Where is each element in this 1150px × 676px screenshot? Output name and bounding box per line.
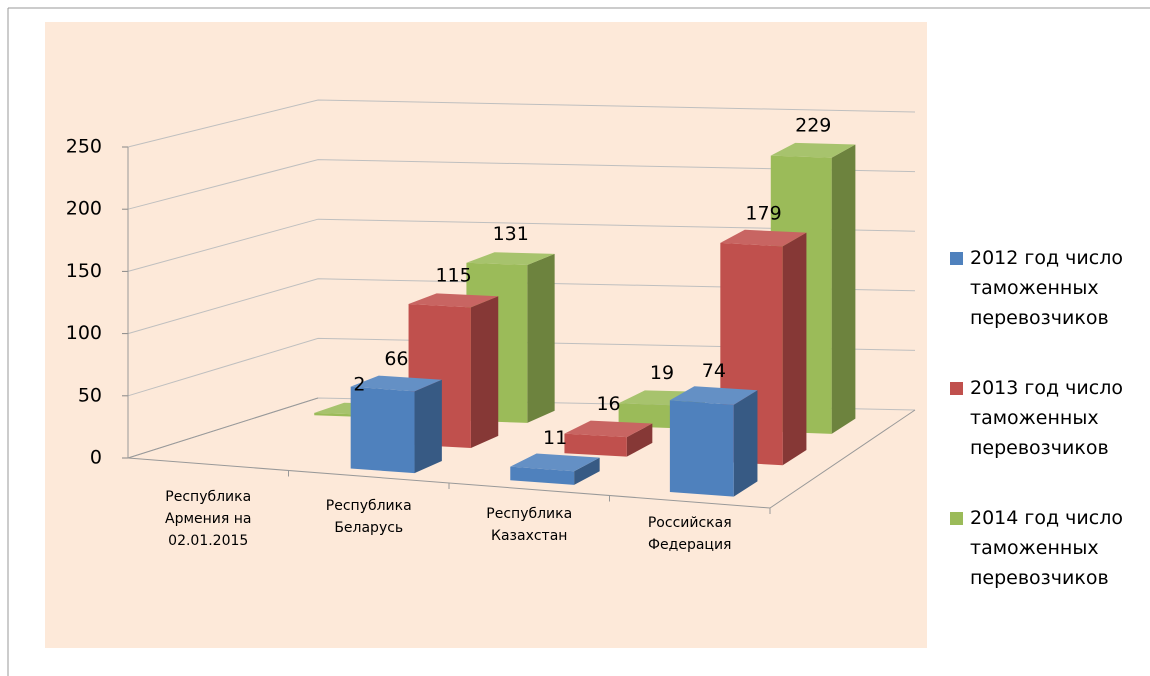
bar-side [831, 144, 856, 434]
data-label: 229 [795, 115, 831, 137]
x-tick-label: Республика Армения на 02.01.2015 [165, 489, 252, 550]
bar-top [770, 142, 856, 158]
bar-side [414, 379, 442, 474]
bar-side [574, 457, 600, 485]
grid-line [127, 159, 916, 210]
y-tick-label: 200 [66, 198, 102, 220]
bar-front [350, 386, 415, 474]
y-tick-label: 250 [66, 136, 102, 158]
y-tick-label: 100 [66, 322, 102, 344]
y-tick-label: 150 [66, 260, 102, 282]
bar-top [466, 252, 555, 265]
data-label: 74 [702, 360, 726, 382]
data-label: 16 [596, 393, 620, 415]
legend-swatch [950, 382, 963, 395]
data-label: 11 [543, 427, 567, 449]
data-label: 2 [353, 373, 365, 395]
bar-front [564, 433, 627, 457]
legend-swatch [950, 252, 963, 265]
bar-side [782, 232, 807, 466]
y-tick-label: 0 [90, 447, 102, 469]
bar-front [618, 403, 680, 429]
grid-line [127, 99, 916, 148]
bar-top [564, 420, 653, 438]
legend-swatch [950, 512, 963, 525]
x-tick-label: Республика Казахстан [486, 506, 573, 545]
bar-front [669, 400, 734, 497]
bar-top [669, 386, 758, 405]
bar-top [350, 375, 442, 392]
bar-side [733, 390, 758, 497]
bar-top [408, 293, 499, 308]
bar-side [527, 253, 555, 423]
legend-label: 2012 год число таможенных перевозчиков [970, 247, 1123, 329]
x-tick-label: Российская Федерация [647, 514, 732, 553]
data-label: 19 [650, 362, 674, 384]
y-tick-label: 50 [78, 384, 102, 406]
grid-line [127, 337, 916, 397]
data-label: 179 [745, 202, 781, 224]
data-label: 131 [493, 223, 529, 245]
bar-side [626, 423, 653, 457]
grid-line [127, 218, 916, 272]
x-tick-label: Республика Беларусь [325, 497, 412, 536]
bar-top [720, 229, 807, 247]
data-label: 115 [435, 265, 471, 287]
legend-label: 2014 год число таможенных перевозчиков [970, 507, 1123, 589]
legend-label: 2013 год число таможенных перевозчиков [970, 377, 1123, 459]
bar-top [510, 453, 600, 472]
bar-front [510, 466, 575, 485]
grid-line [127, 278, 916, 335]
bar-side [470, 296, 499, 449]
data-label: 66 [384, 348, 408, 370]
